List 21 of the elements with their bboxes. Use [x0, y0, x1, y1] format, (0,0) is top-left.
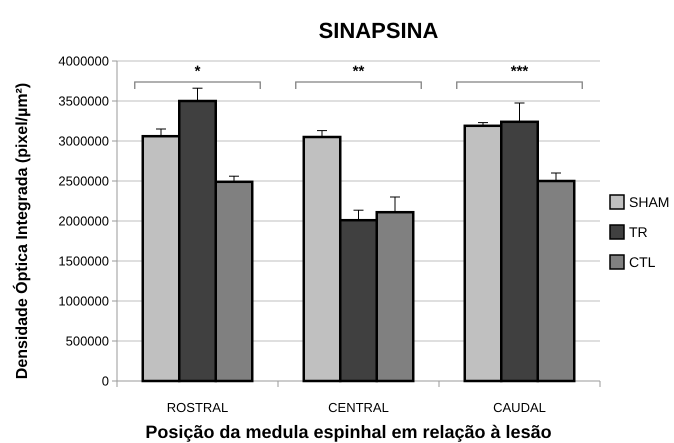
y-axis-title: Densidade Óptica Integrada (pixel/µm²) [12, 82, 31, 380]
annotation: ** [352, 63, 364, 80]
chart-title: SINAPSINA [318, 18, 439, 43]
y-tick-label: 0 [102, 374, 109, 389]
y-tick-label: 4000000 [58, 54, 109, 69]
annotation: *** [510, 63, 528, 80]
annotation: * [194, 63, 201, 80]
y-tick-label: 3000000 [58, 134, 109, 149]
legend-label: CTL [629, 254, 656, 270]
y-tick-label: 1000000 [58, 294, 109, 309]
legend-label: TR [629, 224, 648, 240]
x-tick-label: ROSTRAL [166, 400, 228, 415]
y-tick-label: 2500000 [58, 174, 109, 189]
x-tick-label: CAUDAL [493, 400, 546, 415]
y-tick-label: 2000000 [58, 214, 109, 229]
x-axis-title: Posição da medula espinhal em relação à lesão [145, 422, 552, 442]
y-tick-label: 1500000 [58, 254, 109, 269]
x-tick-label: CENTRAL [328, 400, 389, 415]
legend-label: SHAM [629, 194, 670, 210]
y-tick-label: 500000 [66, 334, 109, 349]
y-tick-label: 3500000 [58, 94, 109, 109]
